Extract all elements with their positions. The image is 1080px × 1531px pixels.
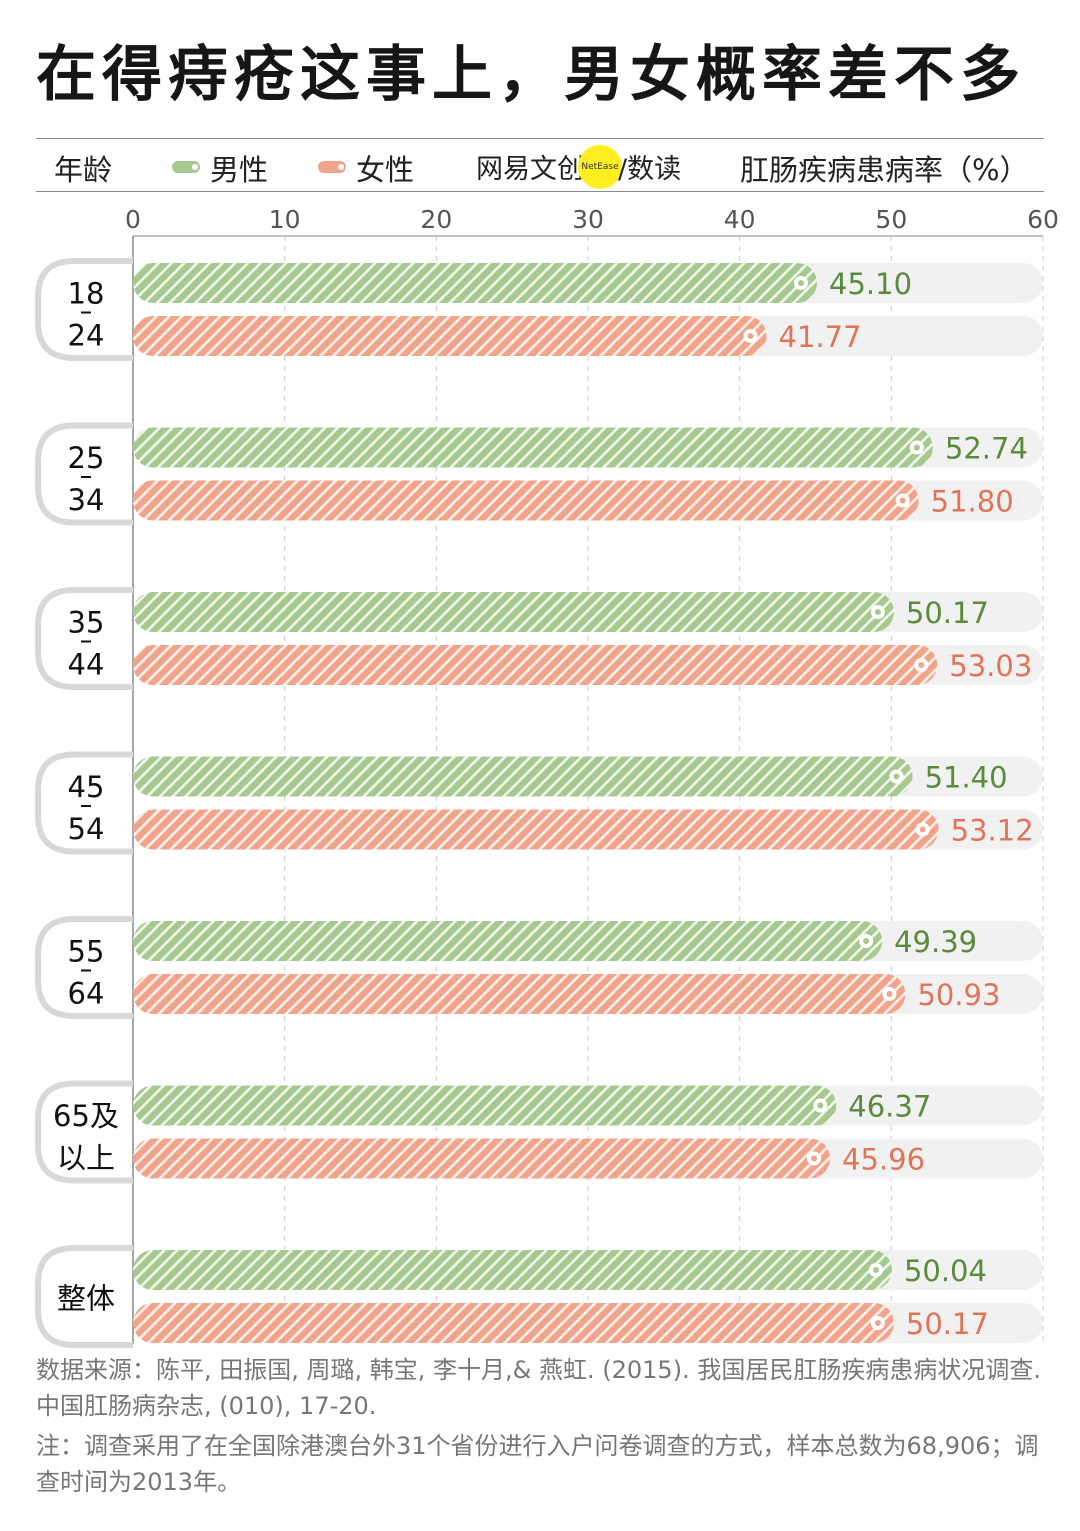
bar-end-dot-center [811, 1155, 818, 1162]
age-group-label: 65及 [53, 1099, 119, 1133]
value-label: 50.17 [906, 596, 989, 630]
age-group-label: 24 [68, 319, 105, 353]
age-group-label: 45 [68, 770, 105, 804]
value-label: 51.80 [931, 485, 1014, 519]
value-label: 45.10 [829, 267, 912, 301]
data-source: 数据来源：陈平, 田振国, 周璐, 韩宝, 李十月,& 燕虹. (2015). … [36, 1356, 1041, 1420]
x-tick-label: 10 [269, 205, 301, 234]
age-group-bracket [35, 1080, 133, 1184]
age-group-label: 64 [68, 977, 105, 1011]
value-label: 51.40 [925, 761, 1008, 795]
age-axis-label: 年龄 [54, 153, 113, 187]
age-group-bracket [35, 751, 133, 855]
bar-end-dot-center [872, 1267, 879, 1273]
age-group-label: 25 [68, 441, 105, 475]
bar-female [133, 645, 938, 685]
age-group-label: 以上 [57, 1141, 115, 1175]
footnote: 注：调查采用了在全国除港澳台外31个省份进行入户问卷调查的方式，样本总数为68,… [36, 1432, 1039, 1496]
bar-female [133, 316, 767, 356]
legend-female-swatch [318, 161, 346, 173]
age-group-label: 35 [68, 606, 105, 640]
brand-logo: 网易文创NetEase/数读 [476, 144, 682, 189]
bar-male [133, 756, 913, 797]
metric-label: 肛肠疾病患病率（%） [740, 153, 1029, 187]
bar-end-dot-center [863, 938, 870, 944]
bar-female [133, 480, 919, 521]
bar-end-dot-center [913, 444, 920, 451]
value-label: 50.17 [906, 1307, 989, 1341]
bar-end-dot-center [919, 826, 926, 833]
bar-male [133, 921, 883, 961]
value-label: 46.37 [848, 1090, 931, 1124]
age-group-bracket [35, 587, 133, 690]
brand-suffix: /数读 [618, 154, 682, 185]
x-tick-label: 40 [724, 205, 756, 234]
bar-end-dot-center [798, 280, 805, 286]
value-label: 49.39 [894, 925, 977, 959]
bar-male [133, 592, 894, 632]
age-group-label: 44 [68, 648, 105, 682]
bar-end-dot-center [893, 773, 900, 780]
value-label: 50.93 [917, 978, 1000, 1012]
bar-male [133, 1250, 892, 1290]
chart-header: 年龄 男性 女性 网易文创NetEase/数读 肛肠疾病患病率（%） [36, 138, 1044, 192]
bar-end-dot-center [899, 497, 906, 504]
bar-end-dot-center [817, 1102, 824, 1109]
age-group-label: 54 [68, 812, 105, 846]
bar-male [133, 1085, 837, 1126]
x-tick-label: 50 [875, 205, 907, 234]
bar-female [133, 809, 939, 850]
age-group-label: 整体 [57, 1282, 115, 1316]
legend-male-swatch [172, 161, 200, 173]
age-group-bracket [35, 1245, 133, 1348]
age-group-label: 18 [68, 277, 105, 311]
legend-male-label: 男性 [210, 153, 269, 187]
value-label: 52.74 [945, 432, 1028, 466]
chart-title: 在得痔疮这事上，男女概率差不多 [36, 40, 1026, 110]
age-group-bracket [35, 258, 133, 361]
bar-end-dot-center [918, 662, 925, 668]
value-label: 53.12 [951, 814, 1034, 848]
bar-end-dot-center [874, 1320, 881, 1326]
age-group-bracket [35, 422, 133, 526]
x-tick-label: 0 [125, 205, 141, 234]
bar-female [133, 1303, 894, 1343]
bar-female [133, 974, 906, 1014]
value-label: 53.03 [949, 649, 1032, 683]
bar-female [133, 1138, 831, 1179]
bar-male [133, 263, 818, 303]
age-group-label: 34 [68, 483, 105, 517]
brand-badge: NetEase [578, 144, 622, 189]
bar-end-dot-center [874, 609, 881, 615]
legend-female-label: 女性 [356, 153, 415, 187]
x-tick-label: 30 [572, 205, 604, 234]
value-label: 50.04 [904, 1254, 987, 1288]
bar-end-dot-center [886, 991, 893, 997]
age-group-bracket [35, 916, 133, 1019]
x-tick-label: 20 [420, 205, 452, 234]
value-label: 45.96 [842, 1143, 925, 1177]
bar-end-dot-center [747, 333, 754, 339]
value-label: 41.77 [779, 320, 862, 354]
brand-name: 网易文创 [476, 154, 584, 185]
bar-male [133, 427, 933, 468]
x-tick-label: 60 [1027, 205, 1059, 234]
age-group-label: 55 [68, 935, 105, 969]
